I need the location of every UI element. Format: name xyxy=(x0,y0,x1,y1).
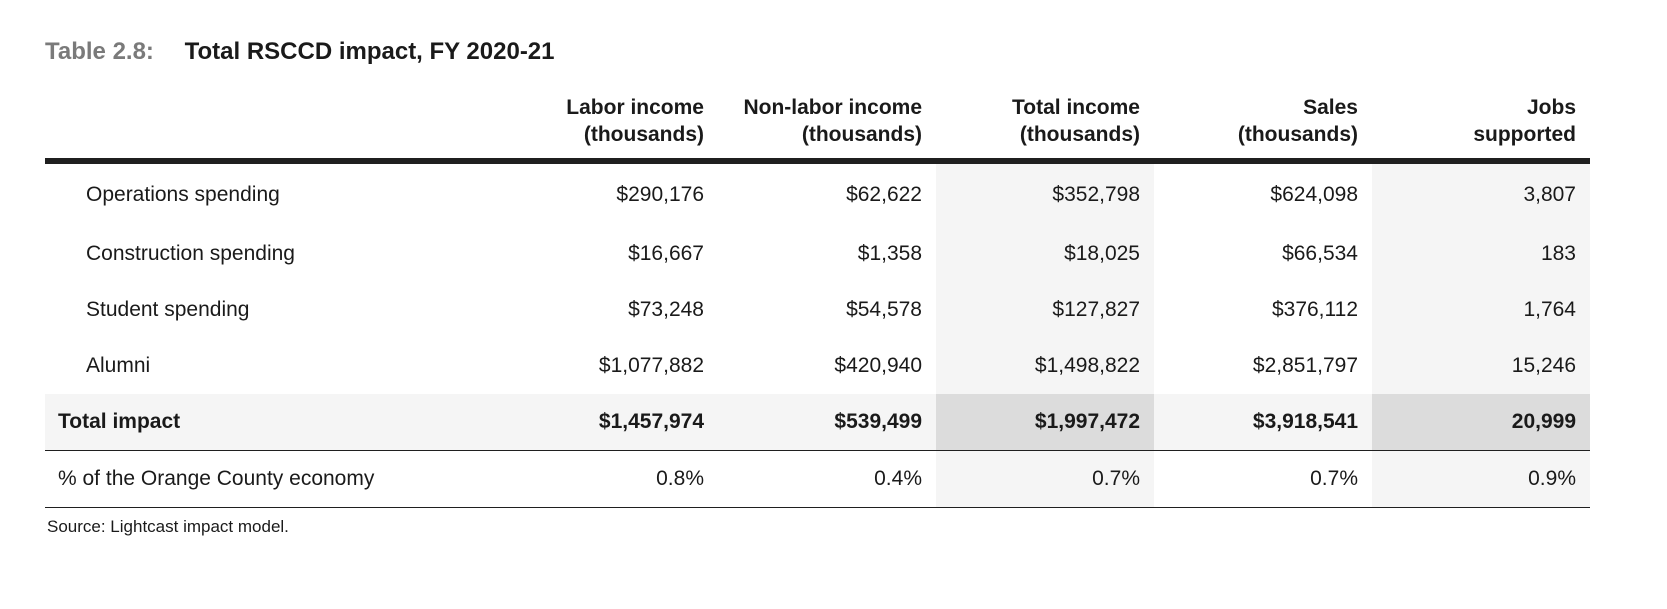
cell-total-income: $18,025 xyxy=(936,226,1154,282)
table-row: Student spending $73,248 $54,578 $127,82… xyxy=(45,282,1590,338)
total-jobs: 20,999 xyxy=(1372,394,1590,451)
cell-labor-income: $73,248 xyxy=(628,298,704,321)
share-jobs: 0.9% xyxy=(1372,450,1590,508)
share-row: % of the Orange County economy 0.8% 0.4%… xyxy=(45,450,1590,508)
header-labor-income: Labor income (thousands) xyxy=(500,85,718,164)
cell-total-income: $352,798 xyxy=(936,161,1154,226)
table-title-text: Total RSCCD impact, FY 2020-21 xyxy=(184,38,555,65)
total-total-income: $1,997,472 xyxy=(936,394,1154,451)
total-non-labor-income: $539,499 xyxy=(718,394,936,451)
total-sales: $3,918,541 xyxy=(1154,394,1372,451)
cell-labor-income: $1,077,882 xyxy=(598,354,704,377)
cell-labor-income: $16,667 xyxy=(628,242,704,265)
header-total-income: Total income (thousands) xyxy=(936,85,1154,164)
share-non-labor-income: 0.4% xyxy=(718,450,936,508)
header-blank xyxy=(45,85,500,164)
cell-total-income: $127,827 xyxy=(936,282,1154,338)
table-row: Alumni $1,077,882 $420,940 $1,498,822 $2… xyxy=(45,338,1590,394)
cell-jobs: 3,807 xyxy=(1372,161,1590,226)
cell-jobs: 1,764 xyxy=(1372,282,1590,338)
share-sales: 0.7% xyxy=(1154,450,1372,508)
share-label: % of the Orange County economy xyxy=(45,450,500,508)
row-label: Alumni xyxy=(86,354,151,377)
header-sales: Sales (thousands) xyxy=(1154,85,1372,164)
cell-total-income: $1,498,822 xyxy=(936,338,1154,394)
row-label: Operations spending xyxy=(86,183,280,206)
total-labor-income: $1,457,974 xyxy=(500,394,718,451)
share-labor-income: 0.8% xyxy=(500,450,718,508)
table-number: Table 2.8: xyxy=(45,38,154,65)
header-non-labor-income: Non-labor income (thousands) xyxy=(718,85,936,164)
table-title: Table 2.8: Total RSCCD impact, FY 2020-2… xyxy=(45,38,555,66)
cell-non-labor-income: $420,940 xyxy=(834,354,922,377)
cell-jobs: 183 xyxy=(1372,226,1590,282)
impact-table: Labor income (thousands) Non-labor income… xyxy=(45,85,1590,508)
cell-sales: $624,098 xyxy=(1270,183,1358,206)
header-row: Labor income (thousands) Non-labor income… xyxy=(45,85,1590,164)
header-jobs-supported: Jobs supported xyxy=(1372,85,1590,164)
cell-sales: $66,534 xyxy=(1282,242,1358,265)
share-total-income: 0.7% xyxy=(936,450,1154,508)
cell-jobs: 15,246 xyxy=(1372,338,1590,394)
source-note: Source: Lightcast impact model. xyxy=(47,517,289,536)
total-row: Total impact $1,457,974 $539,499 $1,997,… xyxy=(45,394,1590,451)
cell-non-labor-income: $54,578 xyxy=(846,298,922,321)
cell-sales: $376,112 xyxy=(1271,298,1358,321)
cell-non-labor-income: $1,358 xyxy=(857,242,922,265)
cell-sales: $2,851,797 xyxy=(1252,354,1358,377)
cell-non-labor-income: $62,622 xyxy=(846,183,922,206)
table-row: Operations spending $290,176 $62,622 $35… xyxy=(45,161,1590,226)
cell-labor-income: $290,176 xyxy=(616,183,704,206)
row-label: Student spending xyxy=(86,298,250,321)
total-label: Total impact xyxy=(45,394,500,451)
table-row: Construction spending $16,667 $1,358 $18… xyxy=(45,226,1590,282)
row-label: Construction spending xyxy=(86,242,295,265)
